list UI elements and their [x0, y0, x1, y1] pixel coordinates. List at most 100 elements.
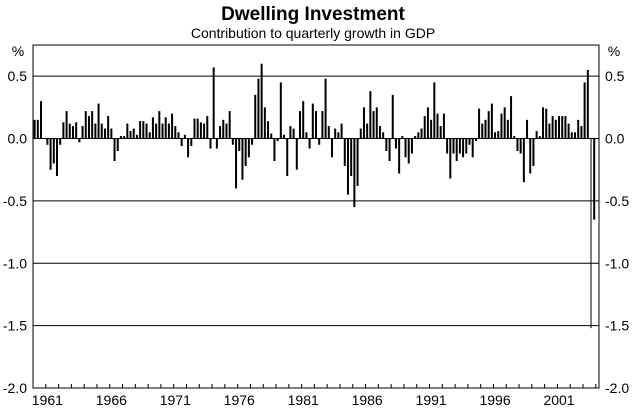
left-y-tick-label: -0.5 — [3, 193, 27, 209]
bar — [161, 123, 164, 139]
bar — [279, 82, 282, 139]
bar — [62, 122, 65, 139]
bar — [311, 103, 314, 139]
bar — [158, 111, 161, 139]
bar — [97, 103, 100, 139]
bar — [417, 132, 420, 139]
bar — [228, 111, 231, 139]
bar — [574, 132, 577, 139]
x-tick-label: 1991 — [416, 392, 447, 408]
bar — [378, 126, 381, 139]
bar — [174, 126, 177, 139]
bar — [283, 134, 286, 139]
bar — [346, 138, 349, 195]
bar — [222, 119, 225, 139]
bar — [129, 131, 132, 139]
bar — [538, 136, 541, 139]
bar — [532, 138, 535, 166]
bar — [545, 108, 548, 139]
bar — [558, 116, 561, 139]
bar — [100, 123, 103, 139]
bar — [187, 138, 190, 158]
bar — [388, 138, 391, 161]
bar — [452, 138, 455, 154]
bar — [180, 138, 183, 147]
bar — [590, 138, 592, 329]
bar — [107, 116, 110, 139]
right-y-tick-label: 0.0 — [605, 131, 625, 147]
bar — [91, 111, 94, 139]
bar — [142, 121, 145, 139]
bar — [359, 128, 362, 139]
bar — [343, 138, 346, 166]
bar — [167, 123, 170, 139]
bar — [286, 138, 289, 176]
bar — [455, 138, 458, 161]
bar — [171, 113, 174, 139]
plot-frame — [32, 44, 600, 389]
bar — [203, 123, 206, 139]
right-y-tick-label: -2.0 — [605, 380, 629, 396]
bar — [340, 123, 343, 139]
bar — [164, 117, 167, 139]
x-axis: 1961 1966 1971 1976 1981 1986 1991 1996 2001 — [32, 384, 597, 408]
left-y-tick-label: 0.0 — [8, 131, 28, 147]
bar — [420, 128, 423, 139]
bar — [430, 119, 433, 139]
bar — [506, 119, 509, 139]
chart-title: Dwelling Investment — [221, 4, 405, 25]
bar — [206, 116, 209, 139]
right-y-axis: 0.5 0.0 -0.5 -1.0 -1.5 -2.0 — [605, 68, 629, 396]
x-tick-label: 1976 — [224, 392, 255, 408]
bar — [356, 138, 359, 186]
bar — [484, 119, 487, 139]
bar — [302, 101, 305, 139]
right-y-tick-label: -1.0 — [605, 255, 629, 271]
bar — [52, 138, 55, 164]
bar — [327, 126, 330, 139]
bar — [391, 94, 394, 139]
bar — [366, 123, 369, 139]
bar — [113, 138, 116, 161]
bar — [423, 116, 426, 139]
bar — [468, 138, 471, 145]
bar — [276, 138, 279, 142]
bar — [404, 138, 407, 158]
bar — [155, 123, 158, 139]
bar — [593, 138, 596, 220]
bar — [308, 138, 311, 149]
bar — [219, 126, 222, 139]
bar — [382, 132, 385, 139]
bar — [289, 126, 292, 139]
bar — [305, 132, 308, 139]
bar — [199, 122, 202, 139]
bar — [362, 107, 365, 139]
bar — [401, 136, 404, 139]
bar — [410, 138, 413, 154]
bar — [75, 122, 78, 139]
bar — [231, 138, 234, 145]
bar — [465, 138, 468, 154]
bar — [151, 117, 154, 139]
bar — [119, 136, 122, 139]
left-y-axis: 0.5 0.0 -0.5 -1.0 -1.5 -2.0 — [3, 68, 27, 396]
left-y-tick-label: 0.5 — [8, 68, 28, 84]
bar — [372, 111, 375, 139]
bar — [321, 111, 324, 139]
bar — [215, 138, 218, 149]
bar — [33, 119, 36, 139]
bar — [94, 123, 97, 139]
bar-series — [33, 63, 596, 329]
bar — [299, 111, 302, 139]
bar — [254, 94, 257, 139]
bar — [580, 126, 583, 139]
bar — [385, 138, 388, 152]
bar — [481, 123, 484, 139]
bar — [126, 123, 129, 139]
bar — [65, 111, 68, 139]
bar — [132, 128, 135, 139]
x-tick-label: 1961 — [32, 392, 63, 408]
bar — [442, 113, 445, 139]
bar — [353, 138, 356, 208]
